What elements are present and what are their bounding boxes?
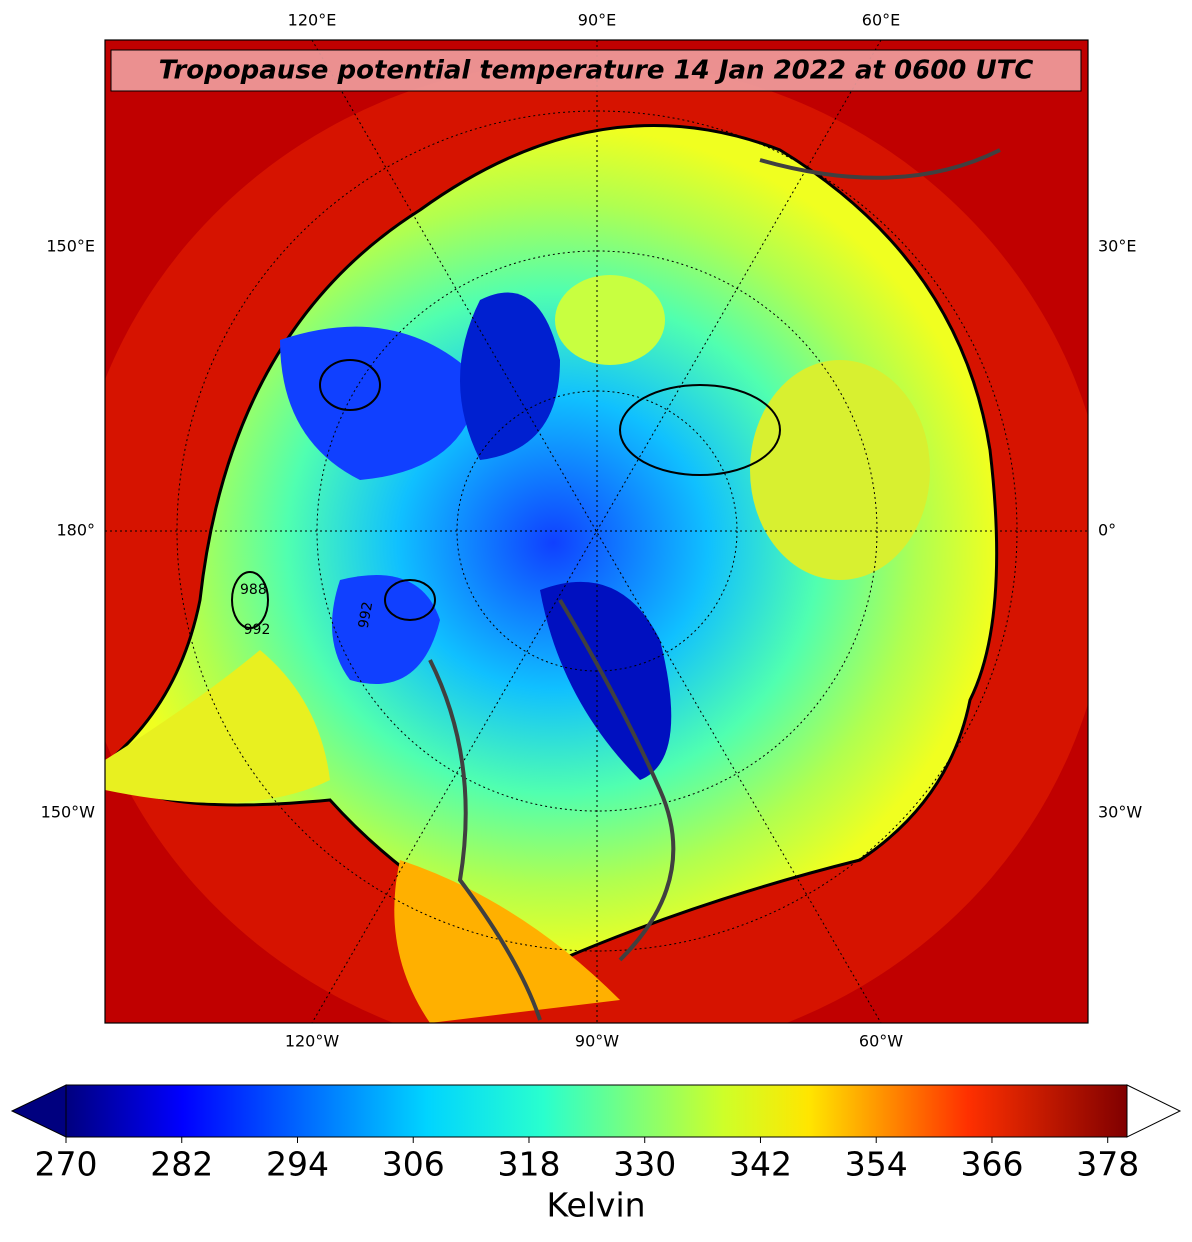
lon-label: 120°E [288, 11, 337, 30]
colorbar-tick-label: 270 [35, 1145, 98, 1184]
lon-label: 30°E [1098, 237, 1136, 256]
contour-label: 992 [244, 622, 271, 638]
colorbar-label: Kelvin [546, 1186, 645, 1225]
colorbar-tick-label: 306 [382, 1145, 445, 1184]
colorbar-tick-label: 366 [960, 1145, 1023, 1184]
lon-label: 90°W [575, 1032, 619, 1051]
colorbar-extend-low [10, 1084, 67, 1138]
contour-label: 992 [356, 600, 376, 629]
lon-label: 30°W [1098, 803, 1142, 822]
lon-label: 120°W [285, 1032, 340, 1051]
colorbar-tick-label: 378 [1076, 1145, 1139, 1184]
lon-label: 60°W [859, 1032, 903, 1051]
colorbar [65, 1084, 1128, 1138]
contour-label: 988 [240, 582, 267, 598]
colorbar-tick-label: 294 [266, 1145, 329, 1184]
lon-label: 0° [1098, 521, 1116, 540]
title: Tropopause potential temperature 14 Jan … [159, 56, 1034, 86]
map: 988 992 992 [105, 40, 1088, 1023]
colorbar-tick-label: 330 [613, 1145, 676, 1184]
colorbar-tick-label: 318 [497, 1145, 560, 1184]
lon-label: 90°E [578, 11, 616, 30]
colorbar-tick-label: 342 [729, 1145, 792, 1184]
colorbar-tick-label: 282 [150, 1145, 213, 1184]
map-frame [104, 39, 1089, 1024]
title-box [110, 49, 1082, 92]
lon-label: 150°E [46, 237, 95, 256]
lon-label: 150°W [41, 803, 96, 822]
colorbar-tick-label: 354 [845, 1145, 908, 1184]
lon-label: 180° [56, 521, 95, 540]
colorbar-extend-high [1126, 1084, 1182, 1138]
lon-label: 60°E [862, 11, 900, 30]
